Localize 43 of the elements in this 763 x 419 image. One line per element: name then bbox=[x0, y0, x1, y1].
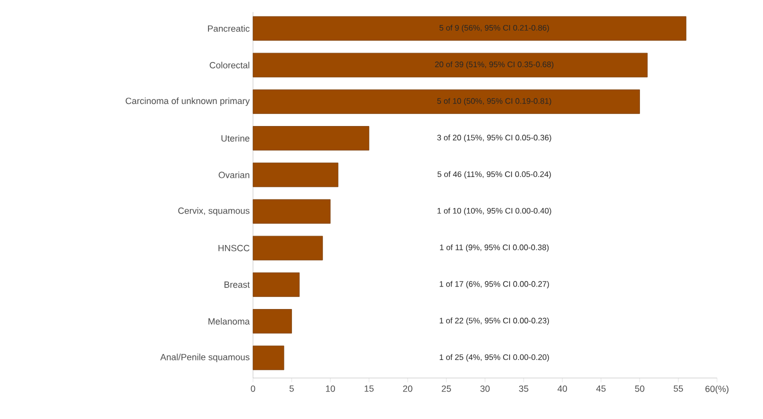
x-tick-label: 20 bbox=[403, 385, 412, 392]
data-label: 1 of 25 (4%, 95% CI 0.00-0.20) bbox=[440, 354, 549, 362]
x-tick-label: 50 bbox=[635, 385, 644, 392]
x-tick-label: 45 bbox=[596, 385, 606, 392]
y-tick-label: Ovarian bbox=[218, 172, 250, 178]
data-label: 5 of 46 (11%, 95% CI 0.05-0.24) bbox=[438, 171, 551, 179]
y-tick-label: Melanoma bbox=[208, 318, 250, 325]
y-tick-label: Colorectal bbox=[210, 62, 250, 68]
data-label: 1 of 17 (6%, 95% CI 0.00-0.27) bbox=[440, 280, 549, 288]
x-tick-label: 40 bbox=[558, 385, 567, 392]
y-tick-label: Uterine bbox=[221, 134, 250, 142]
x-tick-label: 10 bbox=[326, 385, 335, 392]
bar bbox=[252, 52, 648, 78]
data-label: 1 of 10 (10%, 95% CI 0.00-0.40) bbox=[438, 208, 552, 216]
data-label: 5 of 9 (56%, 95% CI 0.21-0.86) bbox=[439, 24, 549, 32]
x-tick-label: 15 bbox=[364, 385, 374, 392]
bar bbox=[252, 346, 284, 370]
y-tick-label: Breast bbox=[224, 282, 250, 288]
x-tick-label: 30 bbox=[480, 385, 490, 392]
y-tick-label: Anal/Penile squamous bbox=[160, 354, 250, 362]
bar bbox=[252, 126, 370, 150]
y-tick-label: Cervix, squamous bbox=[178, 207, 250, 216]
bar bbox=[252, 236, 323, 260]
bar bbox=[252, 16, 686, 41]
data-label: 1 of 11 (9%, 95% CI 0.00-0.38) bbox=[440, 244, 549, 252]
y-tick-label: Carcinoma of unknown primary bbox=[126, 97, 250, 106]
data-label: 20 of 39 (51%, 95% CI 0.35-0.68) bbox=[435, 61, 554, 69]
bar bbox=[252, 272, 300, 297]
x-tick-label: 35 bbox=[519, 385, 528, 392]
data-label: 3 of 20 (15%, 95% CI 0.05-0.36) bbox=[437, 134, 552, 142]
bar bbox=[252, 309, 292, 334]
x-tick-label: 25 bbox=[442, 385, 451, 392]
bar bbox=[252, 89, 640, 114]
x-tick-label: 5 bbox=[290, 385, 294, 392]
x-tick-label: 55 bbox=[674, 385, 683, 392]
y-tick-label: HNSCC bbox=[218, 244, 250, 252]
data-label: 5 of 10 (50%, 95% CI 0.19-0.81) bbox=[437, 98, 552, 106]
bar bbox=[252, 199, 331, 224]
data-label: 1 of 22 (5%, 95% CI 0.00-0.23) bbox=[440, 318, 549, 325]
y-tick-label: Pancreatic bbox=[208, 25, 250, 32]
x-tick-label: 60(%) bbox=[705, 385, 728, 394]
x-tick-label: 0 bbox=[250, 385, 256, 392]
bar bbox=[252, 162, 338, 188]
